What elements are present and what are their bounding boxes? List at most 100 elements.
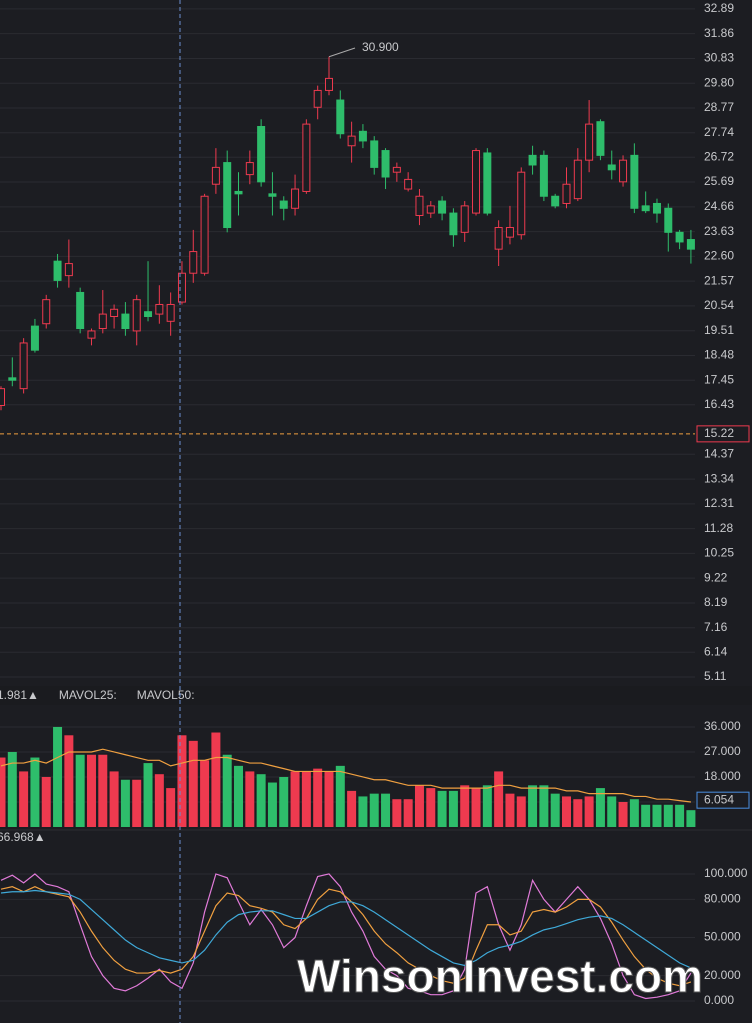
candle-body [347, 135, 356, 147]
volume-bar [75, 754, 85, 827]
volume-bar [516, 796, 526, 827]
candle-body [438, 200, 447, 214]
volume-bar [381, 793, 391, 827]
volume-bar [166, 788, 176, 827]
candle-body [313, 89, 322, 108]
y-tick-label: 22.60 [704, 249, 734, 263]
volume-bar [437, 790, 447, 827]
volume-bar [143, 763, 153, 827]
volume-bar [369, 793, 379, 827]
y-tick-label: 27.74 [704, 125, 734, 139]
volume-bar [562, 796, 571, 827]
y-tick-label: 24.66 [704, 199, 734, 213]
volume-bar [471, 788, 481, 827]
volume-bar [120, 779, 130, 827]
annotation: 30.900 [362, 40, 399, 54]
y-tick-label: 20.54 [704, 298, 734, 312]
volume-bar [30, 757, 40, 827]
candle-body [562, 183, 571, 204]
candle-body [189, 251, 198, 274]
candle-body [449, 212, 458, 236]
candle-body [64, 263, 73, 277]
y-tick-label: 13.34 [704, 471, 734, 485]
volume-bar [675, 804, 685, 827]
volume-bar [222, 754, 232, 827]
candle-body [528, 154, 537, 166]
candle-body [98, 313, 107, 330]
indicator-label: 66.968▲ [0, 830, 46, 844]
candle-body [585, 123, 594, 161]
candle-body [472, 150, 481, 214]
candle-body [551, 195, 560, 207]
y-tick-label: 100.000 [704, 866, 748, 880]
candle-body [87, 330, 96, 339]
last-value-box [696, 791, 750, 809]
reference-label: 15.22 [704, 426, 734, 440]
volume-bar [347, 790, 357, 827]
y-tick-label: 31.86 [704, 26, 734, 40]
volume-bar [86, 754, 96, 827]
candle-body [177, 272, 186, 303]
candle-body [234, 190, 243, 195]
candle-body [144, 311, 153, 318]
candle-body [121, 313, 130, 330]
indicator-line [0, 886, 692, 987]
volume-bar [324, 771, 334, 827]
volume-bar [200, 760, 210, 827]
candle-body [573, 159, 582, 200]
candle-body [675, 231, 684, 243]
candle-body [19, 342, 28, 390]
volume-bar [629, 799, 639, 827]
volume-bar [177, 735, 187, 827]
candle-body [404, 178, 413, 190]
volume-bar [64, 735, 74, 827]
y-tick-label: 32.89 [704, 1, 734, 15]
candle-body [257, 126, 266, 183]
y-tick-label: 9.22 [704, 570, 728, 584]
candle-body [596, 121, 605, 156]
volume-header-strip [0, 686, 752, 705]
volume-bar [188, 740, 198, 827]
indicator-line [0, 748, 691, 803]
y-tick-label: 29.80 [704, 75, 734, 89]
volume-bar [618, 801, 628, 827]
candle-body [392, 166, 401, 173]
y-tick-label: 18.000 [704, 769, 741, 783]
candle-body [166, 303, 175, 322]
volume-bar [98, 754, 108, 827]
candle-body [291, 188, 300, 209]
volume-bar [403, 799, 413, 827]
y-tick-label: 36.000 [704, 719, 741, 733]
candle-body [223, 162, 232, 229]
y-tick-label: 16.43 [704, 397, 734, 411]
candle-body [494, 227, 503, 250]
candle-body [53, 260, 62, 281]
volume-bar [358, 796, 368, 827]
indicator-label: MAVOL50: [137, 688, 195, 702]
volume-bar [19, 771, 29, 827]
candle-body [336, 99, 345, 135]
volume-bar [335, 765, 345, 827]
volume-bar [132, 779, 142, 827]
y-tick-label: 28.77 [704, 100, 734, 114]
y-tick-label: 5.11 [704, 669, 727, 683]
volume-bar [426, 788, 436, 827]
candle-body [607, 164, 616, 171]
volume-bar [607, 796, 617, 827]
watermark: WinsonInvest.com [297, 950, 703, 1002]
volume-bar [414, 785, 424, 827]
volume-bar [7, 751, 17, 827]
y-tick-label: 11.28 [704, 521, 733, 535]
candle-body [200, 195, 209, 274]
volume-bar [686, 810, 696, 827]
volume-bar [256, 774, 266, 827]
candle-body [381, 150, 390, 178]
candle-body [370, 140, 379, 168]
volume-bar [301, 771, 311, 827]
candle-body [279, 200, 288, 209]
volume-bar [448, 790, 458, 827]
volume-bar [313, 768, 323, 827]
candle-body [155, 303, 164, 315]
candle-body [426, 205, 435, 214]
